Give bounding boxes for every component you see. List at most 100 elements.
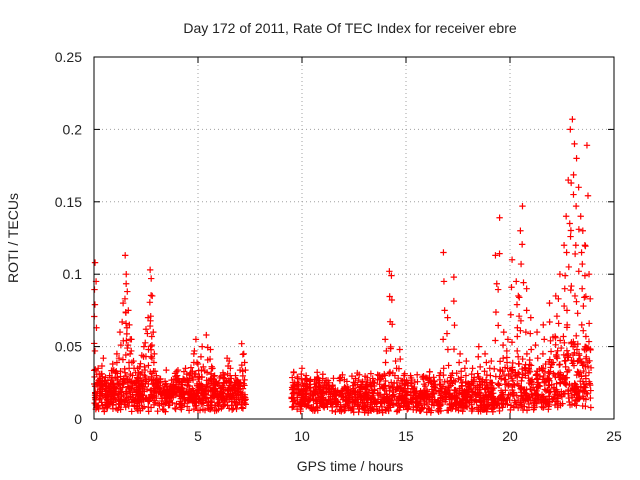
data-point [522,372,529,379]
data-point [585,320,593,327]
cloud-point [519,406,527,414]
cloud-point [129,391,136,398]
cloud-point [450,377,457,384]
cloud-point [459,397,466,404]
data-point [567,227,575,234]
cloud-point [343,402,351,409]
data-point [488,357,495,365]
data-point [462,372,470,379]
x-axis-label: GPS time / hours [297,458,404,474]
data-point [476,383,484,391]
data-point [148,275,155,282]
data-point [509,366,516,373]
data-point [482,376,490,384]
cloud-point [542,387,550,395]
cloud-point [526,361,533,368]
data-point [232,381,239,388]
cloud-point [498,397,506,404]
data-point [553,353,560,360]
data-point [569,343,577,350]
cloud-point [99,402,106,409]
data-point [587,295,594,303]
cloud-point [527,396,534,404]
data-point [211,372,218,379]
data-point [178,390,185,398]
cloud-point [499,404,506,411]
cloud-point [459,408,466,415]
data-point [164,392,171,400]
cloud-point [522,392,530,399]
y-tick-label: 0.25 [55,49,82,65]
cloud-point [134,396,141,404]
cloud-point [154,407,161,415]
data-point [555,320,562,327]
data-point [227,365,234,372]
cloud-point [349,405,356,413]
cloud-point [123,397,130,404]
cloud-point [211,402,219,410]
data-point [197,383,204,391]
cloud-point [394,407,401,414]
data-point [91,259,99,266]
data-point [565,263,573,271]
data-point [189,385,196,392]
data-point [129,372,136,379]
data-point [306,384,313,391]
cloud-point [395,397,402,404]
data-point [145,362,152,369]
cloud-point [119,378,126,385]
data-point [481,368,488,375]
cloud-point [504,365,511,372]
cloud-point [561,339,568,347]
cloud-point [334,398,341,405]
data-point [475,343,482,350]
data-point [150,359,158,366]
data-point [557,344,565,352]
cloud-point [545,406,552,413]
data-point [178,378,185,385]
data-point [437,385,444,392]
data-point [576,357,584,365]
data-point [564,350,572,358]
data-point [492,252,499,259]
cloud-point [339,371,346,379]
data-point [374,376,381,384]
data-point [528,378,535,385]
data-point [428,391,436,398]
data-point [157,382,164,389]
data-point [456,385,464,392]
cloud-point [521,364,528,371]
data-point [561,272,569,279]
data-point [209,382,217,389]
data-point [102,388,109,395]
data-point [302,372,310,379]
data-point [522,328,530,336]
data-point [186,375,193,382]
data-point [491,365,498,373]
data-point [227,382,235,390]
cloud-point [412,402,420,410]
data-point [128,359,136,366]
cloud-point [291,400,299,407]
data-point [475,353,482,360]
cloud-point [482,404,490,412]
cloud-point [575,369,582,376]
data-point [565,176,572,184]
cloud-point [118,398,125,405]
data-point [123,271,130,278]
data-point [191,347,198,355]
cloud-point [333,403,341,410]
data-point [211,385,218,392]
data-point [476,363,484,371]
cloud-point [408,398,415,406]
data-point [362,391,369,398]
data-point [391,372,399,379]
cloud-point [452,395,459,402]
cloud-point [347,407,355,414]
data-point [556,271,564,278]
data-point [468,388,476,395]
cloud-point [568,382,576,390]
data-point [103,379,110,386]
data-point [189,376,197,384]
y-tick-label: 0.1 [63,266,83,282]
